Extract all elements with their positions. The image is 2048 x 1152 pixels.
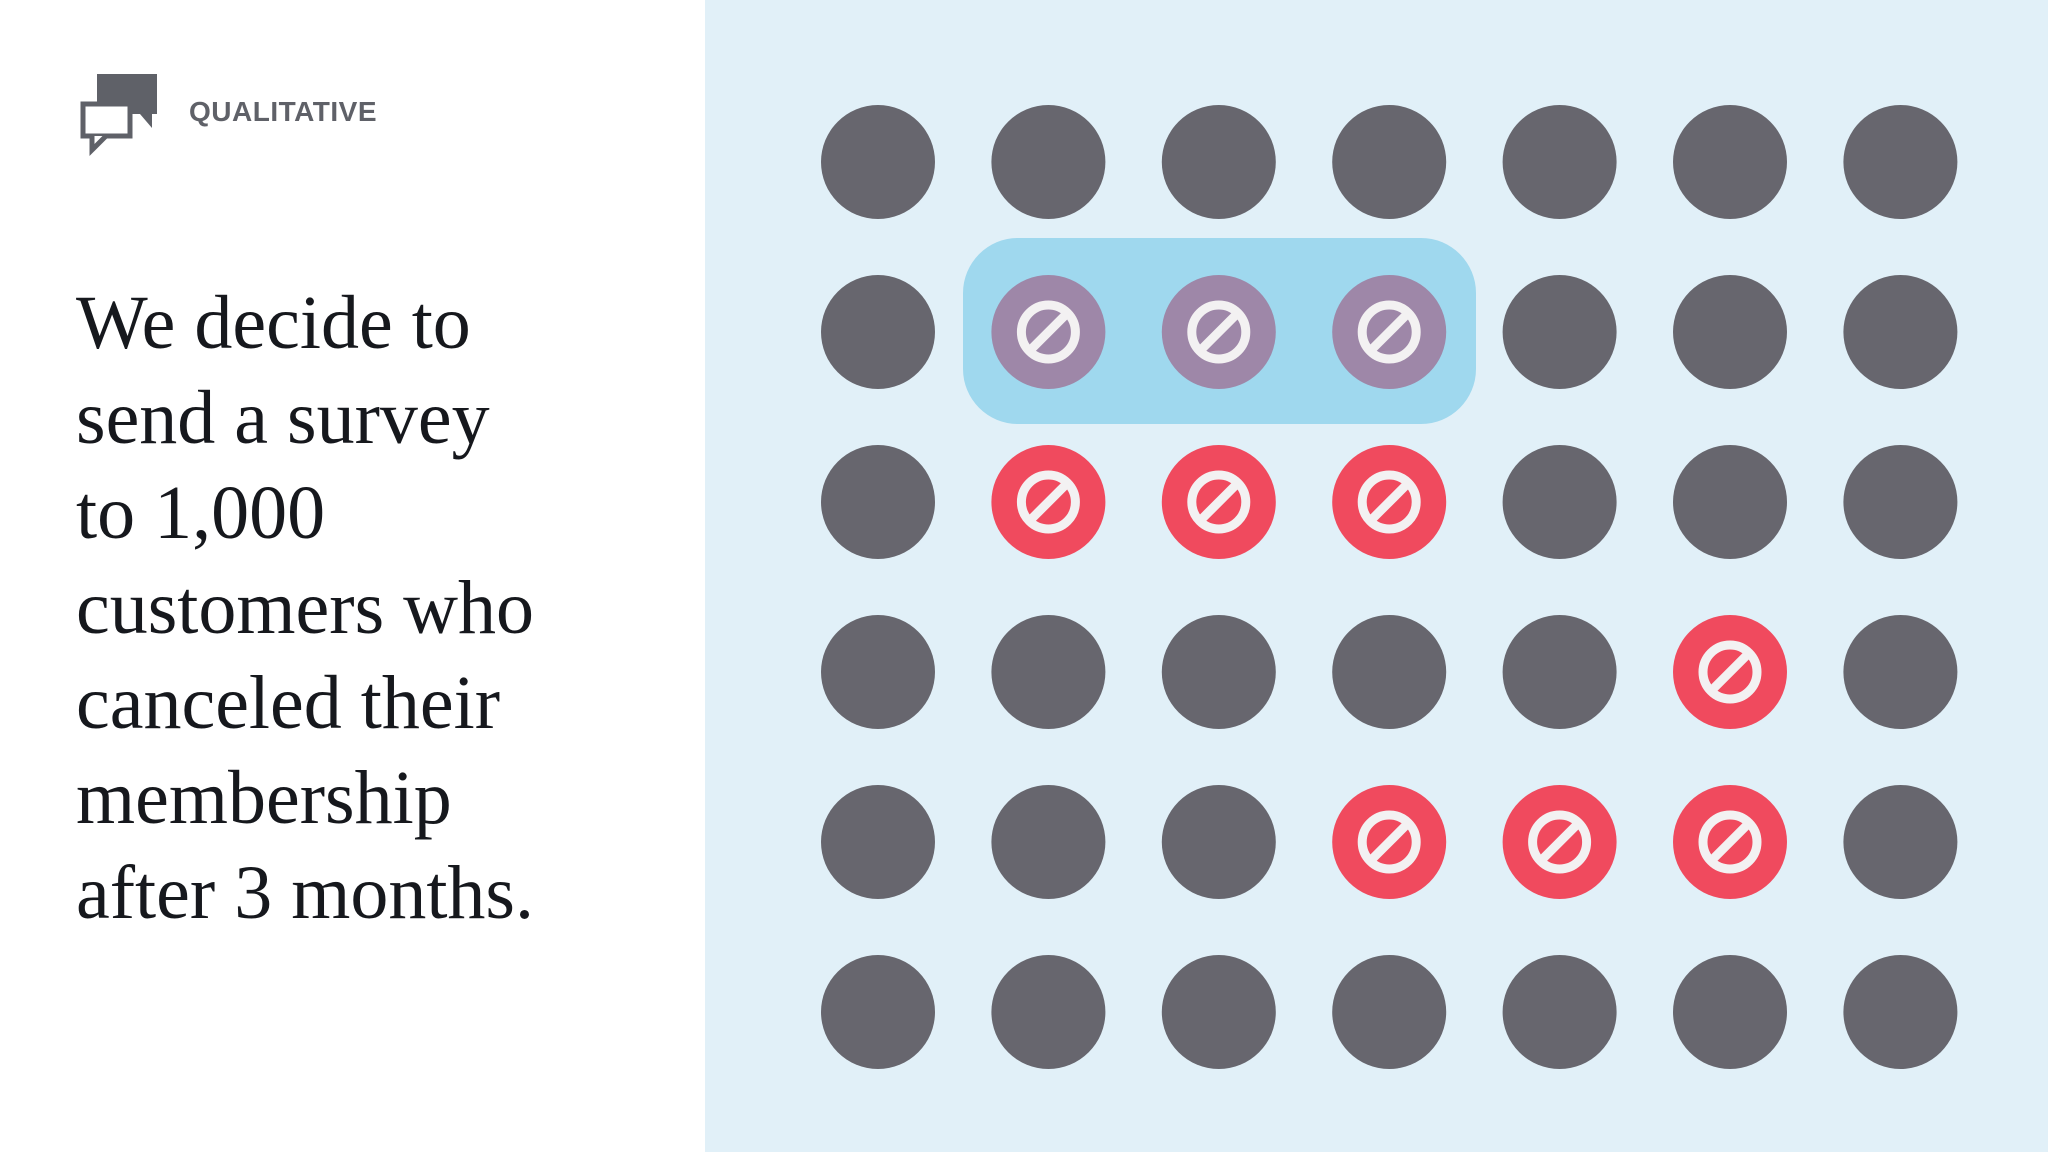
- ban-slash: [1367, 479, 1412, 525]
- dot: [1673, 275, 1787, 389]
- dot: [1332, 955, 1447, 1069]
- ban-ring: [1698, 810, 1762, 874]
- dot: [1843, 615, 1958, 729]
- text-line: to 1,000: [76, 471, 326, 555]
- dot: [1502, 275, 1617, 389]
- dot: [1673, 955, 1787, 1069]
- text-line: membership: [76, 756, 452, 840]
- dot: [1843, 785, 1958, 899]
- ban-ring: [1357, 810, 1421, 874]
- ban-slash: [1367, 309, 1412, 355]
- dot: [1843, 955, 1958, 1069]
- ban-ring: [1357, 300, 1421, 364]
- dot: [1161, 615, 1276, 729]
- dot: [1843, 445, 1958, 559]
- text-line: customers who: [76, 566, 535, 650]
- text-line: We decide to: [76, 281, 471, 365]
- dot: [821, 275, 935, 389]
- ban-slash: [1026, 479, 1071, 525]
- dot: [821, 785, 935, 899]
- ban-ring: [1357, 470, 1421, 534]
- dot: [1673, 445, 1787, 559]
- ban-slash: [1537, 819, 1582, 865]
- dot: [1332, 105, 1447, 219]
- ban-slash: [1026, 309, 1071, 355]
- dot: [1673, 105, 1787, 219]
- ban-slash: [1707, 819, 1753, 865]
- ban-ring: [1016, 470, 1080, 534]
- dot: [991, 105, 1106, 219]
- dot: [821, 105, 935, 219]
- ban-ring: [1528, 810, 1592, 874]
- ban-slash: [1367, 819, 1412, 865]
- text-line: after 3 months.: [76, 851, 535, 935]
- dot: [1161, 955, 1276, 1069]
- dot: [821, 615, 935, 729]
- dot: [991, 785, 1106, 899]
- ban-slash: [1196, 309, 1241, 355]
- dot: [1502, 105, 1617, 219]
- ban-ring: [1187, 300, 1251, 364]
- dot: [821, 445, 935, 559]
- ban-slash: [1196, 479, 1241, 525]
- left-panel: [0, 0, 705, 1152]
- ban-ring: [1187, 470, 1251, 534]
- dot: [1161, 105, 1276, 219]
- text-line: canceled their: [76, 661, 501, 745]
- dot: [991, 615, 1106, 729]
- dot: [1843, 105, 1958, 219]
- ban-ring: [1016, 300, 1080, 364]
- dot: [1843, 275, 1958, 389]
- dot: [1502, 445, 1617, 559]
- ban-ring: [1698, 640, 1762, 704]
- dot: [1502, 955, 1617, 1069]
- body-text: We decide to send a survey to 1,000 custome…: [76, 276, 534, 941]
- dot: [991, 955, 1106, 1069]
- dot: [1332, 615, 1447, 729]
- text-line: send a survey: [76, 376, 490, 460]
- dot: [821, 955, 935, 1069]
- ban-slash: [1707, 649, 1753, 695]
- chat-icon: [80, 74, 157, 157]
- section-label: QUALITATIVE: [189, 96, 378, 127]
- dot: [1502, 615, 1617, 729]
- dot: [1161, 785, 1276, 899]
- dot-grid: [821, 105, 1958, 1069]
